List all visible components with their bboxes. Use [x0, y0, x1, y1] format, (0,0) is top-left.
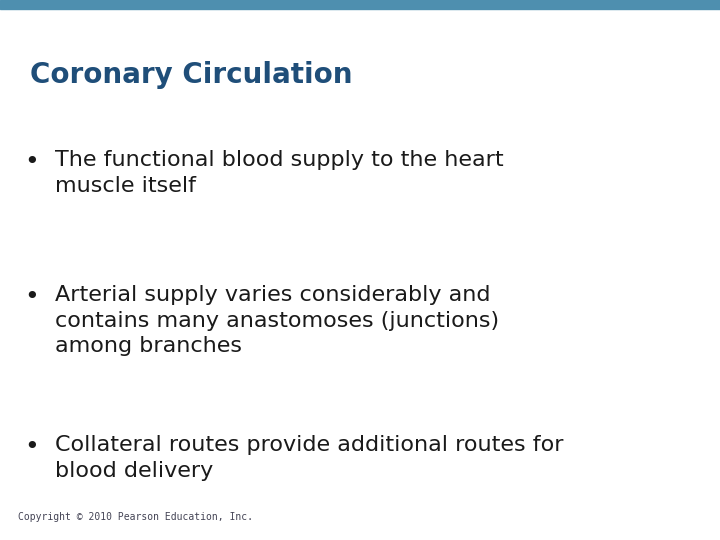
Text: Arterial supply varies considerably and
contains many anastomoses (junctions)
am: Arterial supply varies considerably and … — [55, 285, 499, 356]
Text: Collateral routes provide additional routes for
blood delivery: Collateral routes provide additional rou… — [55, 435, 564, 481]
Text: Copyright © 2010 Pearson Education, Inc.: Copyright © 2010 Pearson Education, Inc. — [18, 512, 253, 522]
FancyBboxPatch shape — [0, 0, 720, 9]
Text: Coronary Circulation: Coronary Circulation — [30, 61, 353, 89]
Text: •: • — [24, 285, 40, 309]
Text: The functional blood supply to the heart
muscle itself: The functional blood supply to the heart… — [55, 150, 503, 195]
Text: •: • — [24, 150, 40, 174]
Text: •: • — [24, 435, 40, 459]
